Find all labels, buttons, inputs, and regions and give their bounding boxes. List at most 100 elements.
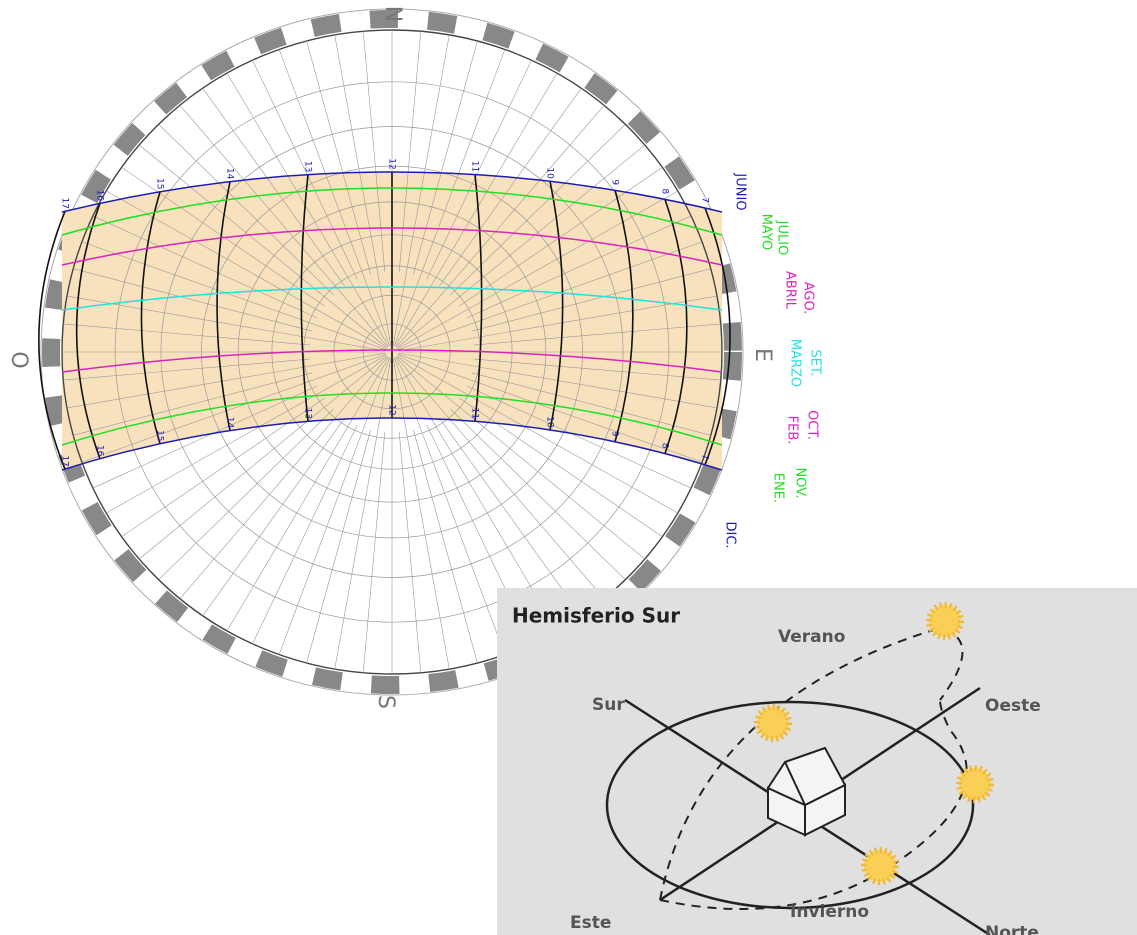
sun bbox=[956, 765, 994, 803]
azimuth-line bbox=[471, 268, 711, 332]
azimuth-line bbox=[179, 105, 388, 348]
month-label: AGO. bbox=[801, 282, 816, 315]
azimuth-line bbox=[362, 31, 386, 272]
house bbox=[766, 746, 847, 837]
hour-label: 12 bbox=[387, 404, 397, 415]
azimuth-line bbox=[362, 432, 386, 673]
month-label: SET. bbox=[808, 350, 823, 377]
azimuth-line bbox=[158, 124, 334, 296]
hour-label: 7 bbox=[700, 454, 710, 460]
azimuth-line bbox=[63, 358, 310, 381]
hour-line bbox=[38, 210, 66, 470]
month-curve bbox=[61, 392, 723, 446]
hour-label: 7 bbox=[700, 197, 710, 203]
azimuth-line bbox=[396, 356, 605, 599]
azimuth-line bbox=[121, 397, 325, 537]
inset-label: Norte bbox=[985, 923, 1039, 935]
azimuth-line bbox=[179, 356, 388, 599]
azimuth-line bbox=[398, 432, 422, 673]
hour-label: 10 bbox=[545, 167, 555, 179]
azimuth-line bbox=[73, 268, 313, 332]
azimuth-line bbox=[92, 385, 318, 489]
hour-label: 9 bbox=[610, 431, 620, 437]
azimuth-line bbox=[471, 372, 711, 436]
month-label: DIC. bbox=[723, 521, 738, 548]
hour-line bbox=[704, 207, 731, 466]
azimuth-line bbox=[139, 355, 388, 560]
hour-label: 9 bbox=[610, 179, 620, 185]
azimuth-line bbox=[226, 72, 389, 347]
azimuth-line bbox=[81, 353, 386, 463]
month-label: JUNIO bbox=[733, 172, 748, 210]
hour-line bbox=[474, 174, 483, 422]
inset-label: Este bbox=[570, 913, 611, 933]
azimuth-line bbox=[278, 357, 391, 655]
azimuth-line bbox=[397, 190, 678, 350]
hour-label: 13 bbox=[303, 161, 313, 172]
azimuth-line bbox=[395, 357, 558, 632]
sun bbox=[926, 602, 964, 640]
azimuth-line bbox=[66, 352, 386, 409]
compass-label: S bbox=[373, 695, 398, 709]
hour-label: 17 bbox=[60, 455, 70, 466]
month-label: ABRIL bbox=[783, 271, 798, 310]
sun bbox=[861, 847, 899, 885]
azimuth-line bbox=[139, 144, 388, 349]
azimuth-line bbox=[396, 105, 605, 348]
month-curve bbox=[61, 349, 723, 373]
azimuth-line bbox=[252, 424, 358, 644]
inset-label: Oeste bbox=[985, 696, 1041, 716]
hour-label: 11 bbox=[470, 408, 480, 419]
azimuth-line bbox=[398, 353, 703, 463]
azimuth-line bbox=[393, 49, 506, 347]
hour-label: 10 bbox=[545, 416, 555, 428]
azimuth-line bbox=[92, 215, 318, 319]
inset: Hemisferio Sur Verano Invierno Sur Oeste… bbox=[497, 588, 1137, 935]
hour-label: 15 bbox=[155, 178, 165, 189]
azimuth-line bbox=[413, 40, 478, 275]
azimuth-line bbox=[396, 355, 645, 560]
azimuth-line bbox=[81, 241, 386, 351]
hour-label: 16 bbox=[95, 190, 105, 202]
hour-label: 8 bbox=[660, 443, 670, 449]
azimuth-line bbox=[392, 358, 450, 670]
hour-label: 14 bbox=[225, 417, 235, 429]
azimuth-line bbox=[459, 397, 663, 537]
hour-label: 17 bbox=[60, 198, 70, 209]
hour-line bbox=[549, 181, 564, 431]
azimuth-line bbox=[121, 167, 325, 307]
azimuth-line bbox=[474, 358, 721, 381]
azimuth-line bbox=[252, 60, 358, 280]
azimuth-line bbox=[413, 429, 478, 664]
ring-border bbox=[40, 8, 744, 696]
horizon-ellipse bbox=[605, 700, 975, 910]
inset-label: Sur bbox=[592, 695, 625, 715]
inset-label: Verano bbox=[778, 627, 845, 647]
azimuth-line bbox=[63, 323, 310, 346]
azimuth-line bbox=[439, 417, 582, 616]
month-label: FEB. bbox=[785, 416, 800, 445]
month-curve bbox=[61, 227, 723, 266]
azimuth-line bbox=[395, 72, 558, 347]
hour-line bbox=[140, 191, 161, 444]
azimuth-line bbox=[392, 34, 450, 346]
azimuth-line bbox=[306, 40, 371, 275]
winter-path bbox=[659, 699, 968, 910]
azimuth-line bbox=[66, 295, 386, 352]
azimuth-line bbox=[278, 49, 391, 347]
azimuth-line bbox=[439, 88, 582, 287]
inset-label: Invierno bbox=[790, 902, 869, 922]
azimuth-line bbox=[393, 357, 506, 655]
azimuth-line bbox=[73, 372, 313, 436]
month-label: MAYO bbox=[759, 214, 774, 251]
azimuth-line bbox=[398, 241, 703, 351]
hour-line bbox=[614, 190, 634, 442]
compass-label: N bbox=[380, 6, 405, 22]
month-curve bbox=[61, 171, 723, 213]
hour-label: 13 bbox=[303, 408, 313, 419]
hour-line bbox=[300, 174, 309, 422]
hour-line bbox=[664, 199, 688, 454]
azimuth-line bbox=[426, 60, 532, 280]
compass-label: E bbox=[750, 348, 775, 362]
